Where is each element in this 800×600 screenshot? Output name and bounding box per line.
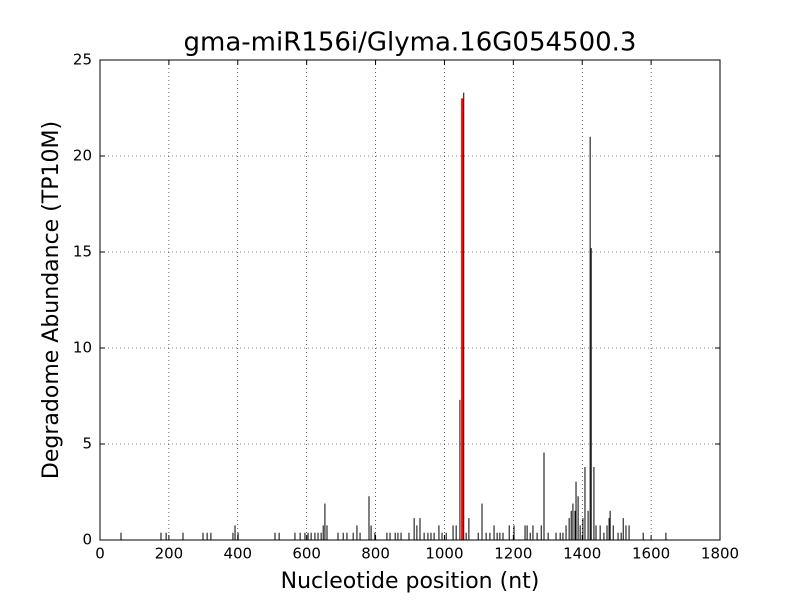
y-tick-label: 10 [73,339,92,357]
y-tick-label: 5 [82,435,92,453]
x-tick-label: 1000 [425,545,463,563]
y-axis-label: Degradome Abundance (TP10M) [39,121,64,479]
y-tick-label: 15 [73,243,92,261]
y-tick-label: 20 [73,147,92,165]
x-tick-label: 400 [223,545,252,563]
chart-title: gma-miR156i/Glyma.16G054500.3 [184,28,637,58]
x-tick-label: 1400 [563,545,601,563]
x-axis-label: Nucleotide position (nt) [281,569,540,594]
x-tick-label: 600 [292,545,321,563]
x-tick-label: 1800 [701,545,739,563]
y-tick-label: 25 [73,51,92,69]
plot-frame [99,59,721,541]
x-tick-label: 200 [155,545,184,563]
x-tick-label: 1600 [632,545,670,563]
y-tick-label: 0 [82,531,92,549]
x-tick-label: 0 [95,545,105,563]
x-tick-label: 800 [361,545,390,563]
x-tick-label: 1200 [494,545,532,563]
